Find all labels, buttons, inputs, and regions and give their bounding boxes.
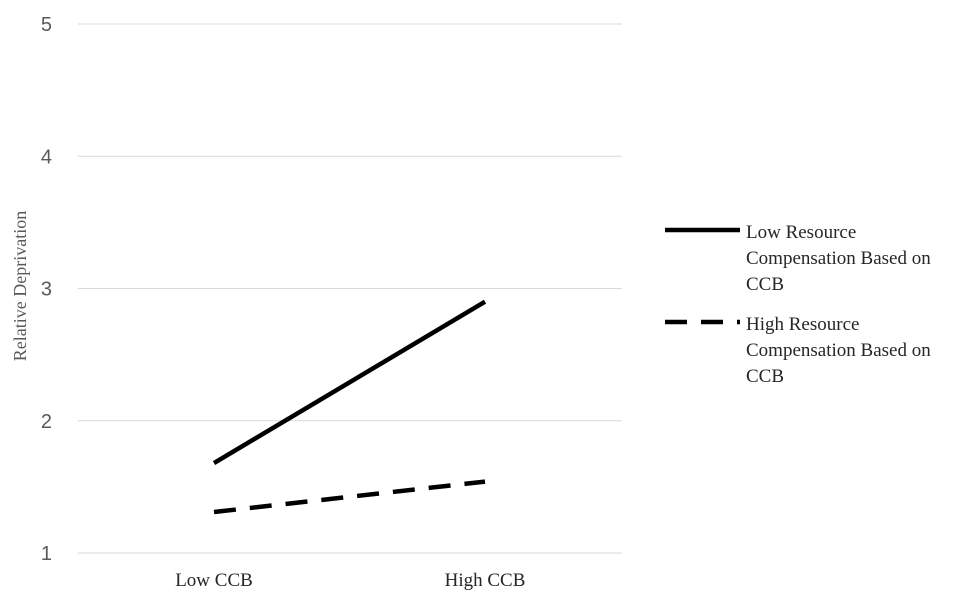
legend-label-line: High Resource xyxy=(746,314,859,335)
legend: Low Resource Compensation Based on CCB High… xyxy=(665,222,931,387)
y-tick-label: 3 xyxy=(41,279,52,301)
legend-label-line: Compensation Based on xyxy=(746,340,931,361)
legend-label-line: CCB xyxy=(746,274,784,295)
x-tick-label: Low CCB xyxy=(175,570,253,591)
y-axis-ticks: 1 2 3 4 5 xyxy=(41,14,52,565)
y-tick-label: 2 xyxy=(41,411,52,433)
x-tick-label: High CCB xyxy=(445,570,526,591)
y-axis-label: Relative Deprivation xyxy=(10,211,30,361)
y-tick-label: 4 xyxy=(41,146,52,168)
series-lines xyxy=(212,299,487,515)
y-tick-label: 1 xyxy=(41,543,52,565)
legend-label-line: Low Resource xyxy=(746,222,856,243)
series-line-low-resource xyxy=(212,299,487,466)
y-tick-label: 5 xyxy=(41,14,52,36)
gridlines xyxy=(78,23,622,554)
legend-label-line: CCB xyxy=(746,366,784,387)
x-axis-ticks: Low CCB High CCB xyxy=(175,570,525,591)
legend-label-line: Compensation Based on xyxy=(746,248,931,269)
series-line-high-resource xyxy=(213,479,486,515)
